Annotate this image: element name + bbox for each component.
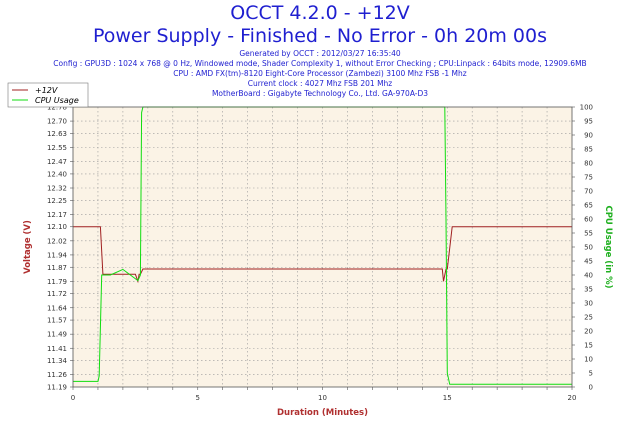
- y2-tick-label: 10: [584, 356, 593, 364]
- legend-box: [7, 82, 89, 108]
- plot-frame: [72, 106, 573, 388]
- y-tick-label: 12.55: [47, 144, 67, 152]
- y2-tick-label: 50: [584, 244, 593, 252]
- y-tick-label: 11.79: [47, 278, 67, 286]
- info-config: Config : GPU3D : 1024 x 768 @ 0 Hz, Wind…: [53, 59, 587, 68]
- y2-tick-label: 65: [584, 202, 593, 210]
- info-motherboard: MotherBoard : Gigabyte Technology Co., L…: [211, 89, 429, 98]
- series-line-cpu: [73, 106, 572, 385]
- x-tick-label: 0: [71, 394, 75, 402]
- y2-tick-label: 30: [584, 300, 593, 308]
- info-clock: Current clock : 4027 Mhz FSB 201 Mhz: [247, 79, 393, 88]
- y-tick-label: 12.02: [47, 237, 67, 245]
- y2-tick-label: 5: [589, 370, 593, 378]
- legend-label: +12V: [35, 86, 58, 95]
- y-tick-label: 11.34: [47, 357, 68, 365]
- y2-tick-label: 25: [584, 314, 593, 322]
- y-tick-label: 11.49: [47, 331, 67, 339]
- y2-tick-label: 0: [589, 384, 593, 392]
- chart-subtitle: Power Supply - Finished - No Error - 0h …: [92, 25, 548, 47]
- y-tick-label: 12.47: [47, 158, 67, 166]
- x-tick-label: 5: [196, 394, 200, 402]
- y-tick-label: 11.87: [47, 264, 67, 272]
- y2-tick-label: 55: [584, 230, 593, 238]
- y2-tick-label: 80: [584, 160, 593, 168]
- y2-tick-label: 35: [584, 286, 593, 294]
- x-tick-label: 10: [318, 394, 327, 402]
- y2-tick-label: 20: [584, 328, 593, 336]
- y2-tick-label: 100: [580, 104, 593, 112]
- chart-title: OCCT 4.2.0 - +12V: [230, 2, 410, 24]
- x-tick-label: 20: [568, 394, 577, 402]
- y-tick-label: 12.63: [47, 130, 67, 138]
- y2-tick-label: 75: [584, 174, 593, 182]
- y2-tick-label: 40: [584, 272, 593, 280]
- y-tick-label: 12.10: [47, 223, 67, 231]
- y2-tick-label: 95: [584, 118, 593, 126]
- y-tick-label: 12.25: [47, 197, 67, 205]
- y-tick-label: 11.26: [47, 371, 68, 379]
- x-tick-label: 15: [443, 394, 452, 402]
- y-tick-label: 12.17: [47, 211, 67, 219]
- y2-tick-label: 45: [584, 258, 593, 266]
- info-cpu: CPU : AMD FX(tm)-8120 Eight-Core Process…: [173, 69, 467, 78]
- y-tick-label: 12.70: [47, 118, 67, 126]
- x-axis-label: Duration (Minutes): [277, 408, 368, 418]
- y-tick-label: 11.72: [47, 290, 67, 298]
- y-tick-label: 11.57: [47, 317, 67, 325]
- series-line-voltage: [73, 226, 572, 284]
- y2-tick-label: 85: [584, 146, 593, 154]
- y-tick-label: 11.19: [47, 384, 67, 392]
- y-tick-label: 11.64: [47, 304, 68, 312]
- y-tick-label: 11.41: [47, 345, 67, 353]
- y2-tick-label: 90: [584, 132, 593, 140]
- y2-axis-label: CPU Usage (in %): [603, 205, 613, 288]
- y2-tick-label: 60: [584, 216, 593, 224]
- y-tick-label: 12.32: [47, 185, 67, 193]
- y2-tick-label: 70: [584, 188, 593, 196]
- legend-label: CPU Usage: [35, 96, 79, 105]
- y-axis-label: Voltage (V): [23, 220, 33, 274]
- y-tick-label: 11.94: [47, 251, 68, 259]
- y-tick-label: 12.78: [47, 104, 67, 112]
- y-tick-label: 12.40: [47, 170, 67, 178]
- info-generated: Generated by OCCT : 2012/03/27 16:35:40: [239, 49, 401, 58]
- y2-tick-label: 15: [584, 342, 593, 350]
